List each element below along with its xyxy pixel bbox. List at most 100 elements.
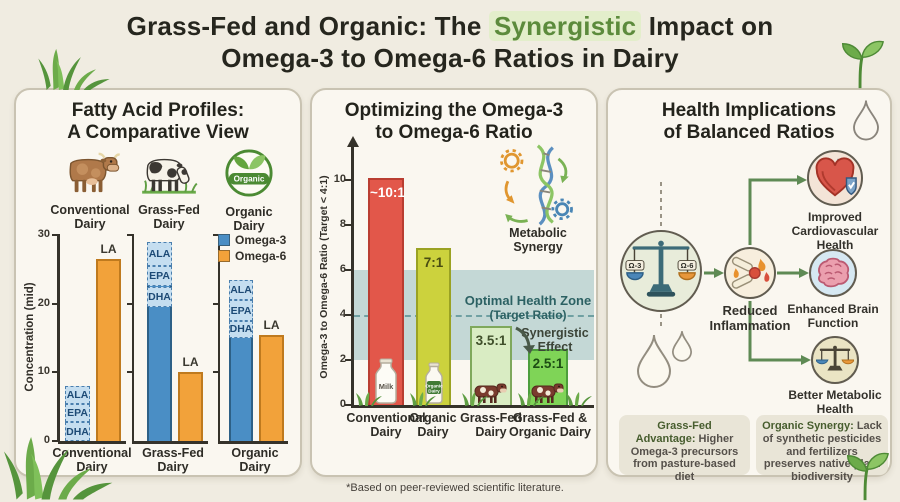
omega6-bar-label: LA bbox=[100, 242, 117, 257]
y-tick bbox=[345, 359, 351, 361]
svg-text:Organic: Organic bbox=[234, 175, 265, 184]
ratio-bar-label: ~10:1 bbox=[370, 184, 405, 200]
cow-icon bbox=[530, 382, 566, 404]
grass-tuft-icon bbox=[410, 392, 436, 406]
grass-top-left-icon bbox=[38, 48, 110, 90]
y-tick-label: 8 bbox=[339, 218, 346, 230]
y-tick bbox=[345, 404, 351, 406]
metabolic-label: Better Metabolic Health bbox=[788, 388, 882, 416]
mini-tick bbox=[213, 302, 218, 305]
y-axis-label: Concentration (mid) bbox=[24, 282, 36, 392]
grass-fed-advantage-box: Grass-Fed Advantage: Higher Omega-3 precu… bbox=[619, 415, 750, 483]
inflamed-joint-icon bbox=[731, 256, 770, 289]
seedling-top-right-icon bbox=[841, 40, 884, 89]
y-axis-label: Omega-3 to Omega-6 Ratio (Target < 4:1) bbox=[318, 175, 330, 379]
reduced-inflammation-label: Reduced Inflammation bbox=[709, 303, 791, 333]
omega3-segment-ala: ALA bbox=[65, 386, 90, 404]
svg-text:Ω-3: Ω-3 bbox=[629, 261, 642, 270]
omega3-segment-dha: DHA bbox=[147, 286, 172, 308]
cardio-label: Improved Cardiovascular Health bbox=[791, 210, 879, 252]
page-title-line2: Omega-3 to Omega-6 Ratios in Dairy bbox=[221, 43, 679, 73]
y-tick bbox=[345, 224, 351, 226]
svg-text:Organic: Organic bbox=[425, 384, 443, 389]
page-title-line1: Grass-Fed and Organic: The Synergistic I… bbox=[126, 11, 774, 41]
panel2-title: Optimizing the Omega-3 to Omega-6 Ratio bbox=[344, 100, 564, 143]
panel2-chart: 0 2 4 6 8 10 Omega-3 to Omega-6 Ratio (Target … bbox=[312, 90, 596, 475]
organic-badge-icon: Organic bbox=[225, 149, 273, 197]
brain-icon bbox=[818, 257, 850, 288]
x-axis-label: Organic Dairy bbox=[409, 411, 457, 439]
omega6-swatch bbox=[218, 250, 230, 262]
omega3-segment-dha: DHA bbox=[229, 320, 253, 338]
omega6-bar-label: LA bbox=[182, 355, 199, 370]
y-tick bbox=[52, 440, 58, 442]
legend-omega3: Omega-3 bbox=[218, 232, 286, 248]
conventional-cow-icon bbox=[69, 152, 121, 193]
x-axis-label: Organic Dairy bbox=[231, 446, 279, 474]
omega6-bar-label: LA bbox=[263, 317, 280, 332]
y-tick-label: 0 bbox=[43, 434, 50, 446]
column-grass-fed-dairy: Grass-Fed Dairy bbox=[123, 150, 215, 231]
panel1-title: Fatty Acid Profiles: A Comparative View bbox=[67, 100, 249, 143]
grass-fed-cow-icon bbox=[142, 158, 198, 194]
mini-tick bbox=[213, 234, 218, 236]
mini-tick bbox=[127, 234, 132, 236]
mini-axis bbox=[132, 234, 134, 442]
omega3-segment-epa: EPA bbox=[229, 300, 253, 321]
organic-synergy-box: Organic Synergy: Lack of synthetic pestic… bbox=[756, 415, 888, 483]
ratio-bar-2: 3.5:1 bbox=[470, 326, 512, 405]
omega6-bar bbox=[259, 334, 284, 441]
target-line bbox=[354, 315, 594, 317]
ratio-bar-label: 3.5:1 bbox=[475, 333, 507, 349]
group-baseline bbox=[132, 441, 208, 444]
mini-axis bbox=[218, 234, 220, 442]
y-tick bbox=[345, 314, 351, 316]
cow-icon bbox=[473, 382, 509, 404]
mini-tick bbox=[127, 371, 132, 374]
cardio-node bbox=[807, 150, 863, 206]
y-axis bbox=[57, 234, 60, 442]
mini-tick bbox=[127, 302, 132, 305]
flow-connectors bbox=[660, 175, 811, 365]
panel-health-implications: Health Implications of Balanced Ratios bbox=[606, 88, 892, 483]
optimal-zone-label: Optimal Health Zone (Target Ratio) bbox=[464, 293, 592, 322]
omega6-bar bbox=[178, 372, 203, 441]
synergy-arrow-icon bbox=[515, 326, 535, 354]
ratio-bar-3: 2.5:1 bbox=[528, 348, 568, 405]
grass-tuft-icon bbox=[462, 392, 488, 406]
omega3-segment-epa: EPA bbox=[65, 403, 90, 423]
svg-text:Ω-6: Ω-6 bbox=[681, 261, 694, 270]
synergistic-effect-label: Synergistic Effect bbox=[521, 326, 589, 354]
omega3-segment-epa: EPA bbox=[147, 265, 172, 287]
y-tick-label: 30 bbox=[37, 228, 50, 240]
omega3-segment-ala: ALA bbox=[229, 279, 253, 301]
y-tick-label: 6 bbox=[339, 263, 346, 275]
dna-gears-icon bbox=[494, 142, 578, 233]
omega3-segment-dha: DHA bbox=[65, 422, 90, 441]
y-tick bbox=[345, 269, 351, 271]
svg-text:Dairy: Dairy bbox=[428, 389, 440, 394]
x-axis-label: Conventional Dairy bbox=[52, 446, 132, 474]
grass-tuft-icon bbox=[566, 392, 592, 406]
y-axis-arrow bbox=[346, 136, 359, 147]
droplet-large-icon bbox=[636, 334, 672, 388]
mini-tick bbox=[213, 371, 218, 374]
y-tick bbox=[345, 179, 351, 181]
column-organic-dairy: Organic Organic Dairy bbox=[203, 148, 295, 233]
y-tick-label: 0 bbox=[339, 398, 346, 410]
organic-bottle-icon: Organic Dairy bbox=[423, 362, 445, 404]
reduced-inflammation-node bbox=[724, 247, 776, 299]
x-axis-label: Grass-Fed Dairy bbox=[460, 411, 522, 439]
seedling-bottom-right-icon bbox=[846, 452, 889, 501]
y-tick-label: 2 bbox=[339, 353, 346, 365]
x-axis-label: Grass-Fed Dairy bbox=[142, 446, 204, 474]
x-axis-label: Grass-Fed & Organic Dairy bbox=[509, 411, 591, 439]
grass-tuft-icon bbox=[518, 392, 544, 406]
highlighted-word: Synergistic bbox=[488, 11, 642, 41]
chart1-legend: Omega-3 Omega-6 bbox=[218, 232, 286, 264]
group-baseline bbox=[58, 441, 126, 444]
metabolic-scale-icon bbox=[816, 345, 854, 371]
x-axis-label: Conventional Dairy bbox=[346, 411, 426, 439]
panel1-chart: 0 10 20 30 Concentration (mid) ALA EPA DHA LA Con… bbox=[16, 90, 300, 475]
